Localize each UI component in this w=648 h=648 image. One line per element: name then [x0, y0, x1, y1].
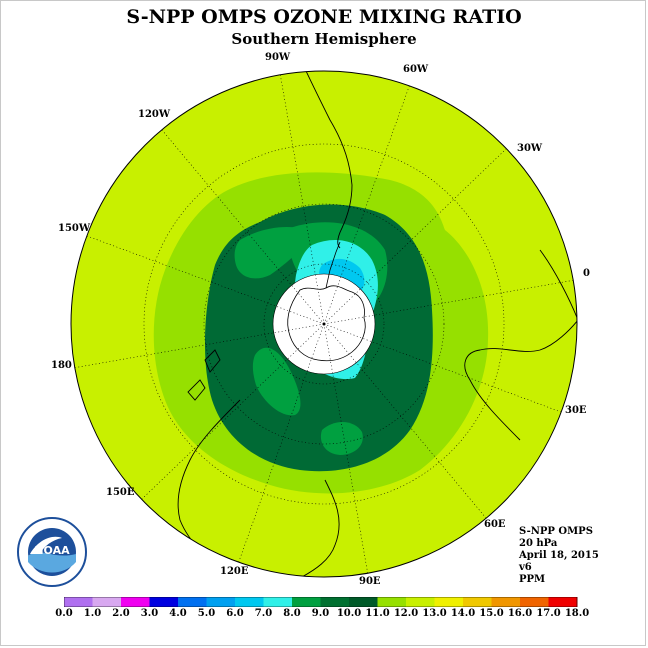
colorbar-tick-label: 7.0	[254, 608, 273, 619]
colorbar-segment	[292, 597, 321, 607]
colorbar-segment	[235, 597, 264, 607]
colorbar-segment	[92, 597, 122, 607]
lon-label-120w: 120W	[138, 109, 171, 120]
lon-label-90e: 90E	[359, 576, 381, 587]
page-title: S-NPP OMPS OZONE MIXING RATIO	[126, 6, 522, 28]
info-date: April 18, 2015	[519, 550, 599, 561]
lon-label-0: 0	[583, 268, 590, 279]
info-units: PPM	[519, 574, 546, 585]
lon-label-150w: 150W	[58, 223, 91, 234]
graticule	[72, 72, 576, 576]
colorbar-tick-label: 11.0	[365, 608, 390, 619]
colorbar-tick-label: 3.0	[140, 608, 159, 619]
contour-band-8c	[252, 347, 301, 416]
noaa-logo: NOAA	[17, 517, 87, 587]
colorbar-segment	[64, 597, 93, 607]
colorbar-tick-label: 5.0	[197, 608, 216, 619]
africa-outline	[464, 249, 577, 441]
lon-label-60e: 60E	[484, 519, 506, 530]
info-version: v6	[519, 562, 532, 573]
colorbar-segment	[491, 597, 521, 607]
colorbar-segment	[320, 597, 350, 607]
info-instrument: S-NPP OMPS	[519, 526, 593, 537]
colorbar-tick-label: 13.0	[422, 608, 447, 619]
colorbar-tick-label: 14.0	[450, 608, 476, 619]
colorbar-segment	[121, 597, 150, 607]
colorbar-segment	[206, 597, 236, 607]
colorbar-segment	[178, 597, 207, 607]
colorbar-segment	[406, 597, 435, 607]
colorbar-segment	[463, 597, 492, 607]
colorbar-tick-label: 6.0	[226, 608, 244, 619]
colorbar-border	[64, 597, 578, 607]
antarctica-outline	[287, 285, 366, 362]
colorbar-segment	[548, 597, 578, 607]
colorbar-tick-label: 0.0	[55, 608, 73, 619]
colorbar-tick-label: 2.0	[112, 608, 130, 619]
colorbar-tick-label: 10.0	[336, 608, 362, 619]
colorbar-tick-label: 17.0	[536, 608, 561, 619]
colorbar-segment	[149, 597, 179, 607]
lon-label-150e: 150E	[106, 487, 135, 498]
lon-label-120e: 120E	[220, 566, 249, 577]
colorbar-segment	[377, 597, 407, 607]
colorbar-tick-label: 4.0	[169, 608, 187, 619]
peninsula-outline	[325, 241, 341, 289]
colorbar-segment	[349, 597, 378, 607]
south-america-outline	[299, 71, 353, 249]
colorbar-segment	[263, 597, 293, 607]
colorbar-tick-label: 12.0	[393, 608, 419, 619]
lon-label-180: 180	[51, 360, 72, 371]
colorbar-tick-label: 1.0	[83, 608, 102, 619]
info-block: S-NPP OMPS 20 hPa April 18, 2015 v6 PPM	[519, 526, 599, 586]
lon-label-90w: 90W	[265, 52, 291, 63]
contour-band-8d	[320, 421, 363, 455]
colorbar-tick-label: 16.0	[507, 608, 533, 619]
info-pressure: 20 hPa	[519, 538, 558, 549]
colorbar-tick-label: 18.0	[564, 608, 590, 619]
svg-text:NOAA: NOAA	[34, 544, 70, 557]
colorbar-tick-label: 15.0	[479, 608, 504, 619]
lon-label-30e: 30E	[565, 405, 587, 416]
colorbar-tick-label: 8.0	[283, 608, 301, 619]
lon-label-30w: 30W	[517, 143, 543, 154]
colorbar-segment	[520, 597, 549, 607]
colorbar-tick-label: 9.0	[311, 608, 330, 619]
colorbar-segment	[434, 597, 464, 607]
page-subtitle: Southern Hemisphere	[231, 30, 417, 48]
lon-label-60w: 60W	[403, 64, 429, 75]
colorbar	[64, 597, 578, 607]
